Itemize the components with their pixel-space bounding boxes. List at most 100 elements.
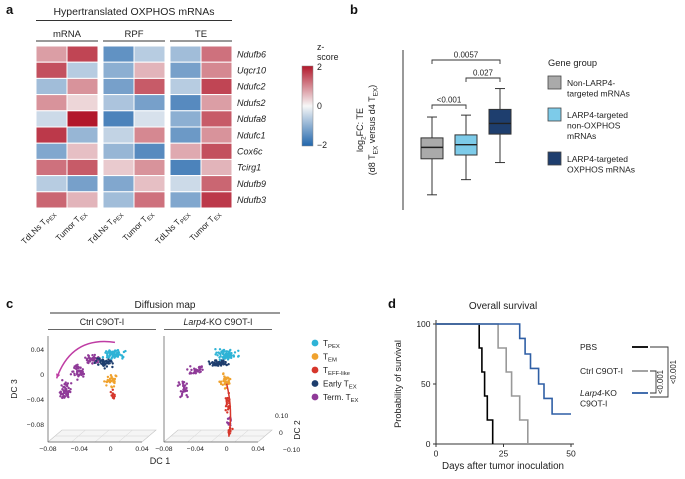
p-value: <0.001 bbox=[656, 370, 665, 394]
significance-bracket bbox=[431, 59, 501, 64]
legend-label: non-OXPHOS bbox=[567, 121, 621, 131]
gene-label: Ndufb9 bbox=[237, 179, 266, 189]
legend-label: Larp4-KO bbox=[580, 388, 617, 398]
survival-curve bbox=[436, 323, 529, 444]
z-tick: 0.10 bbox=[275, 413, 288, 420]
legend-label: LARP4-targeted bbox=[567, 110, 628, 120]
heatmap-col-label: TdLNs TPEX bbox=[86, 208, 125, 247]
significance-bracket bbox=[650, 346, 669, 398]
gene-label: Ndufc1 bbox=[237, 130, 266, 140]
legend-dot bbox=[311, 380, 319, 387]
panel-c-label: c bbox=[6, 296, 14, 311]
legend-label: OXPHOS mRNAs bbox=[567, 165, 635, 175]
boxplot-boxes bbox=[420, 88, 512, 196]
survival-curves bbox=[436, 323, 571, 444]
panel-b-label: b bbox=[350, 2, 358, 17]
y-tick: 50 bbox=[421, 379, 431, 389]
x-tick: 50 bbox=[566, 449, 576, 459]
z-tick: 0 bbox=[279, 430, 283, 437]
colorbar-title: z- bbox=[317, 42, 324, 52]
x-tick: −0.04 bbox=[71, 446, 88, 453]
x-axis-label: DC 1 bbox=[150, 456, 171, 466]
x-tick: 0.04 bbox=[251, 446, 264, 453]
legend-dot bbox=[311, 353, 319, 360]
significance-bracket bbox=[431, 104, 467, 109]
y-axis-label: DC 3 bbox=[9, 379, 19, 399]
legend-label: targeted mRNAs bbox=[567, 89, 630, 99]
panel-d-survival: d Overall survival 0 50 100 0 25 50 Probability… bbox=[386, 296, 685, 479]
significance-bracket bbox=[465, 77, 501, 82]
legend-label: Non-LARP4- bbox=[567, 78, 615, 88]
legend-label: Ctrl C9OT-I bbox=[580, 366, 623, 376]
diffusion-map-chart: Diffusion map Ctrl C9OT-I −0.08 −0.04 0 0.04 L… bbox=[9, 300, 359, 466]
heatmap-col-label: Tumor TEX bbox=[187, 208, 223, 244]
panel-c-diffusion-map: c Diffusion map Ctrl C9OT-I −0.08 −0.04 0 0.0… bbox=[4, 296, 382, 479]
x-axis-label: Days after tumor inoculation bbox=[442, 461, 564, 472]
y-axis-label: log2FC: TE bbox=[355, 108, 367, 152]
legend-label: TEFF-like bbox=[323, 366, 351, 377]
y-tick: 0 bbox=[40, 372, 44, 379]
heatmap-col-label: Tumor TEX bbox=[120, 208, 156, 244]
heatmap-col-label: TdLNs TPEX bbox=[19, 208, 58, 247]
x-tick: −0.04 bbox=[187, 446, 204, 453]
x-tick: −0.08 bbox=[39, 446, 56, 453]
colorbar-title: score bbox=[317, 52, 339, 62]
subpanel-title: Larp4-KO C9OT-I bbox=[184, 317, 253, 327]
x-tick: −0.08 bbox=[155, 446, 172, 453]
x-tick: 0 bbox=[434, 449, 439, 459]
legend-title: Gene group bbox=[548, 58, 597, 68]
survival-curve bbox=[436, 323, 494, 444]
legend-label: C9OT-I bbox=[580, 399, 607, 409]
legend-dot bbox=[311, 393, 319, 401]
heatmap-group-label: mRNA bbox=[53, 29, 82, 40]
colorbar-tick: 0 bbox=[317, 101, 322, 111]
diffusion-title: Diffusion map bbox=[135, 300, 196, 311]
subpanel-title: Ctrl C9OT-I bbox=[80, 317, 124, 327]
z-tick: −0.10 bbox=[283, 447, 300, 454]
panel-d-label: d bbox=[388, 296, 396, 311]
p-value: 0.0057 bbox=[454, 51, 479, 60]
gene-label: Ndufs2 bbox=[237, 98, 266, 108]
y-axis-label: (d8 TEX versus d4 TEX) bbox=[367, 85, 379, 176]
survival-curve bbox=[436, 323, 571, 415]
legend-label: Term. TEX bbox=[323, 393, 359, 404]
panel-b-boxplot: b log2FC: TE (d8 TEX versus d4 TEX) <0.001… bbox=[348, 2, 685, 250]
p-value: 0.027 bbox=[473, 69, 494, 78]
gene-label: Ndufc2 bbox=[237, 82, 266, 92]
x-tick: 0 bbox=[109, 446, 113, 453]
x-tick: 25 bbox=[499, 449, 509, 459]
survival-title: Overall survival bbox=[469, 301, 537, 312]
legend-label: TEM bbox=[323, 353, 337, 364]
x-tick: 0.04 bbox=[135, 446, 148, 453]
heatmap-col-label: Tumor TEX bbox=[53, 208, 89, 244]
diffusion-points bbox=[58, 349, 127, 400]
heatmap-title: Hypertranslated OXPHOS mRNAs bbox=[53, 6, 214, 18]
gene-label: Uqcr10 bbox=[237, 66, 266, 76]
panel-a-heatmap: a Hypertranslated OXPHOS mRNAs mRNA TdLNs … bbox=[4, 2, 344, 294]
colorbar-tick: −2 bbox=[317, 140, 327, 150]
overall-survival-chart: Overall survival 0 50 100 0 25 50 Probability o… bbox=[393, 301, 678, 472]
legend-dot bbox=[311, 366, 319, 374]
heatmap-group-label: RPF bbox=[125, 29, 144, 40]
legend-label: LARP4-targeted bbox=[567, 154, 628, 164]
legend-label: mRNAs bbox=[567, 131, 596, 141]
p-value: <0.001 bbox=[437, 96, 462, 105]
heatmap-cells bbox=[35, 45, 233, 209]
gene-label: Ndufb6 bbox=[237, 49, 266, 59]
gene-label: Ndufa8 bbox=[237, 114, 266, 124]
legend-swatch bbox=[547, 75, 562, 90]
heatmap-group-label: TE bbox=[195, 29, 207, 40]
legend-swatch bbox=[547, 151, 562, 166]
legend-label: Early TEX bbox=[323, 380, 357, 391]
p-value: <0.001 bbox=[669, 360, 678, 384]
gene-label: Tcirg1 bbox=[237, 163, 261, 173]
te-boxplot-chart: log2FC: TE(d8 TEX versus d4 TEX) <0.001 0.… bbox=[355, 50, 635, 210]
panel-a-label: a bbox=[6, 2, 14, 17]
heatmap-col-label: TdLNs TPEX bbox=[153, 208, 192, 247]
y-tick: 0 bbox=[426, 439, 431, 449]
trajectory-arrow bbox=[55, 340, 116, 379]
legend-dot bbox=[311, 339, 319, 347]
y-tick: −0.04 bbox=[27, 397, 44, 404]
legend-label: PBS bbox=[580, 342, 597, 352]
